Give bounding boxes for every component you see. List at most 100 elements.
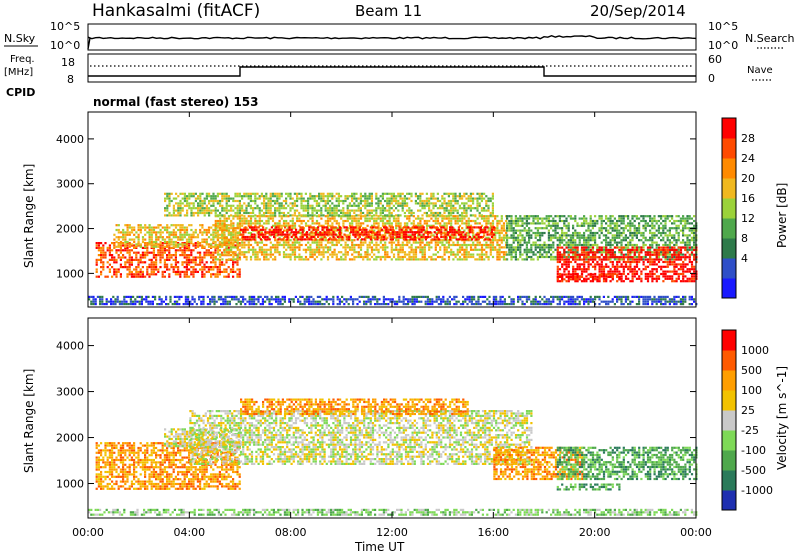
heat-cell xyxy=(166,244,169,247)
heat-cell xyxy=(267,207,270,210)
heat-cell xyxy=(333,211,336,215)
noise-right-tick-low: 10^0 xyxy=(708,39,738,52)
heat-cell xyxy=(146,231,149,234)
heat-cell xyxy=(358,228,361,231)
heat-cell xyxy=(467,199,470,203)
heat-cell xyxy=(256,197,259,200)
heat-cell xyxy=(199,231,202,234)
heat-cell xyxy=(166,192,169,195)
heat-cell xyxy=(381,222,385,225)
heat-cell xyxy=(289,224,292,227)
heat-cell xyxy=(530,234,533,237)
heat-cell xyxy=(324,207,327,210)
heat-cell xyxy=(216,202,219,205)
heat-cell xyxy=(260,241,264,244)
heat-cell xyxy=(341,295,344,298)
heat-cell xyxy=(519,255,522,259)
heat-cell xyxy=(243,202,246,205)
heat-cell xyxy=(390,214,393,217)
heat-cell xyxy=(348,195,351,198)
heat-cell xyxy=(561,241,564,244)
heat-cell xyxy=(159,243,162,246)
heat-cell xyxy=(435,295,438,298)
heat-cell xyxy=(500,255,503,259)
heat-cell xyxy=(271,192,274,195)
heat-cell xyxy=(115,240,118,244)
heat-cell xyxy=(169,298,172,301)
heat-cell xyxy=(148,233,151,236)
heat-cell xyxy=(283,300,286,303)
heat-cell xyxy=(278,241,281,244)
heat-cell xyxy=(359,202,362,205)
heat-cell xyxy=(280,195,283,198)
heat-cell xyxy=(480,258,484,261)
heat-cell xyxy=(461,222,464,225)
heat-cell xyxy=(407,300,410,303)
heat-cell xyxy=(534,234,537,237)
heat-cell xyxy=(514,255,517,259)
heat-cell xyxy=(483,215,486,218)
heat-cell xyxy=(155,266,158,269)
heat-cell xyxy=(293,253,297,256)
heat-cell xyxy=(653,295,656,298)
heat-cell xyxy=(370,195,373,198)
heat-cell xyxy=(547,234,550,237)
heat-cell xyxy=(268,231,271,234)
heat-cell xyxy=(478,241,481,244)
heat-cell xyxy=(132,300,135,303)
heat-cell xyxy=(459,303,462,306)
heat-cell xyxy=(395,217,398,220)
heat-cell xyxy=(408,192,411,195)
heat-cell xyxy=(244,238,247,241)
heat-cell xyxy=(407,303,410,306)
heat-cell xyxy=(668,298,671,301)
heat-cell xyxy=(159,228,162,232)
heat-cell xyxy=(389,300,392,303)
heat-cell xyxy=(489,246,492,249)
heat-cell xyxy=(150,243,153,246)
heat-cell xyxy=(188,192,191,195)
heat-cell xyxy=(487,219,490,223)
heat-cell xyxy=(183,270,186,273)
heat-cell xyxy=(243,211,246,215)
heat-cell xyxy=(320,195,323,198)
heat-cell xyxy=(252,248,255,251)
heat-cell xyxy=(377,207,380,210)
heat-cell xyxy=(450,248,453,251)
heat-cell xyxy=(207,270,210,273)
heat-cell xyxy=(384,234,387,237)
heat-cell xyxy=(624,295,627,298)
heat-cell xyxy=(299,303,302,306)
heat-cell xyxy=(402,298,405,301)
heat-cell xyxy=(419,241,422,244)
heat-cell xyxy=(188,261,191,264)
heat-cell xyxy=(491,255,495,259)
heat-cell xyxy=(300,192,303,195)
heat-cell xyxy=(238,192,241,195)
heat-cell xyxy=(219,217,222,220)
heat-cell xyxy=(285,241,288,244)
heat-cell xyxy=(432,207,435,210)
heat-cell xyxy=(216,258,220,261)
heat-cell xyxy=(282,214,285,217)
heat-cell xyxy=(175,192,178,195)
heat-cell xyxy=(307,214,310,217)
heat-cell xyxy=(525,253,528,256)
heat-cell xyxy=(435,226,438,229)
heat-cell xyxy=(338,300,341,303)
heat-cell xyxy=(227,231,231,235)
heat-cell xyxy=(186,214,189,217)
heat-cell xyxy=(550,300,553,303)
heat-cell xyxy=(505,231,508,235)
heat-cell xyxy=(384,248,387,251)
heat-cell xyxy=(225,236,228,239)
heat-cell xyxy=(394,233,397,236)
heat-cell xyxy=(351,195,354,198)
heat-cell xyxy=(461,195,464,198)
heat-cell xyxy=(199,268,202,271)
heat-cell xyxy=(269,217,272,220)
heat-cell xyxy=(238,242,241,245)
heat-cell xyxy=(403,215,407,218)
heat-cell xyxy=(476,241,479,244)
heat-cell xyxy=(146,251,149,254)
